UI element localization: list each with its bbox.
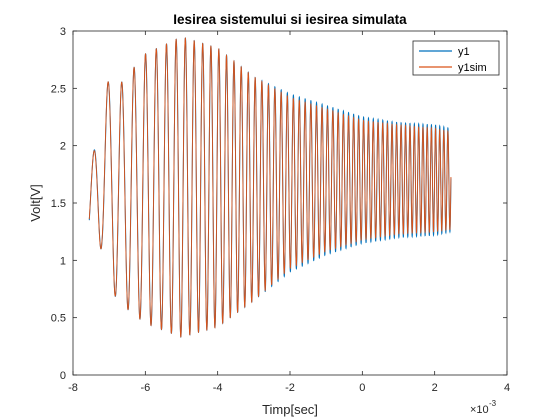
y-tick-label: 1 xyxy=(60,255,66,267)
x-tick-label: -6 xyxy=(140,382,150,394)
x-tick-label: 0 xyxy=(359,382,365,394)
x-exponent-base: ×10 xyxy=(470,404,489,416)
plot-area xyxy=(72,30,508,376)
y-axis-ticks: 0 0.5 1 1.5 2 2.5 3 xyxy=(51,26,507,382)
x-tick-label: -8 xyxy=(68,382,78,394)
legend: y1 y1sim xyxy=(412,40,500,76)
y-tick-label: 2.5 xyxy=(51,83,66,95)
x-axis-ticks: -8 -6 -4 -2 0 2 4 xyxy=(68,31,510,394)
y-tick-label: 0.5 xyxy=(51,313,66,325)
y-axis-label: Volt[V] xyxy=(28,184,43,222)
legend-box xyxy=(412,40,500,76)
x-exponent-power: -3 xyxy=(489,399,497,408)
x-axis-label: Timp[sec] xyxy=(262,402,318,417)
x-tick-label: -4 xyxy=(213,382,223,394)
legend-label-y1sim: y1sim xyxy=(458,62,487,74)
x-tick-label: 2 xyxy=(432,382,438,394)
y-tick-label: 0 xyxy=(60,370,66,382)
y-tick-label: 2 xyxy=(60,141,66,153)
chart-title: Iesirea sistemului si iesirea simulata xyxy=(173,12,407,27)
x-tick-label: -2 xyxy=(285,382,295,394)
legend-label-y1: y1 xyxy=(458,46,470,58)
series-group xyxy=(88,37,452,339)
x-tick-label: 4 xyxy=(504,382,510,394)
y-tick-label: 1.5 xyxy=(51,198,66,210)
y-tick-label: 3 xyxy=(60,26,66,38)
series-line-y1sim xyxy=(88,37,452,338)
